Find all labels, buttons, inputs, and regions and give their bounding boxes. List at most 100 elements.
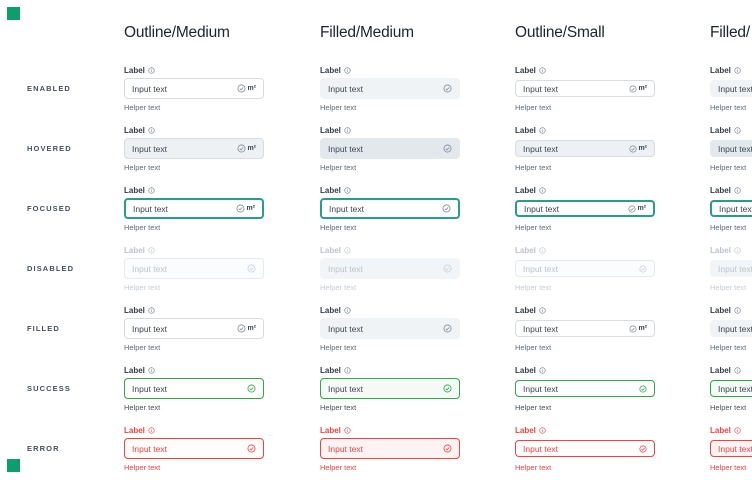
field-label-text: Label	[710, 426, 731, 435]
text-input[interactable]: Input text	[710, 140, 752, 157]
check-circle-icon	[237, 324, 246, 333]
text-input[interactable]: Input text	[710, 440, 752, 457]
field-label: Label	[124, 66, 155, 75]
field-label-text: Label	[515, 66, 536, 75]
text-input[interactable]: Input text m²	[515, 80, 655, 97]
helper-text: Helper text	[320, 403, 357, 412]
unit-suffix: m²	[638, 325, 647, 332]
input-value: Input text	[132, 323, 167, 334]
info-circle-icon	[734, 307, 741, 314]
text-input[interactable]: Input text	[320, 198, 460, 219]
row-state-label-enabled: ENABLED	[27, 84, 71, 93]
text-input[interactable]: Input text	[320, 438, 460, 459]
input-value: Input text	[328, 383, 363, 394]
field-label-text: Label	[515, 246, 536, 255]
canvas-marker-bottom	[7, 459, 20, 472]
input-value: Input text	[523, 323, 558, 334]
field-label: Label	[515, 186, 546, 195]
info-circle-icon	[148, 247, 155, 254]
text-input[interactable]: Input text	[320, 78, 460, 99]
info-circle-icon	[734, 367, 741, 374]
info-circle-icon	[539, 127, 546, 134]
unit-suffix: m²	[638, 145, 647, 152]
helper-text: Helper text	[124, 283, 161, 292]
field-label: Label	[320, 246, 351, 255]
input-value: Input text	[718, 383, 752, 394]
info-circle-icon	[539, 367, 546, 374]
text-input[interactable]: Input text	[124, 378, 264, 399]
text-input[interactable]: Input text	[124, 438, 264, 459]
helper-text: Helper text	[710, 163, 747, 172]
helper-text: Helper text	[515, 223, 552, 232]
field-label-text: Label	[710, 66, 731, 75]
text-input[interactable]: Input text	[320, 378, 460, 399]
row-state-label-filled: FILLED	[27, 324, 60, 333]
info-circle-icon	[344, 307, 351, 314]
column-title-filled-medium: Filled/Medium	[320, 24, 414, 41]
field-label: Label	[710, 66, 741, 75]
input-value: Input text	[132, 443, 167, 454]
text-input[interactable]: Input text m²	[124, 198, 264, 219]
text-input[interactable]: Input text	[710, 260, 752, 277]
unit-suffix: m²	[247, 145, 256, 152]
text-input[interactable]: Input text m²	[515, 140, 655, 157]
check-circle-icon	[236, 204, 245, 213]
input-value: Input text	[132, 143, 167, 154]
text-input[interactable]: Input text m²	[515, 200, 655, 217]
input-value: Input text	[328, 83, 363, 94]
helper-text: Helper text	[515, 463, 552, 472]
text-input[interactable]: Input text	[320, 138, 460, 159]
check-circle-icon	[237, 84, 246, 93]
text-input[interactable]: Input text m²	[124, 78, 264, 99]
text-input[interactable]: Input text	[320, 258, 460, 279]
text-input[interactable]: Input text	[124, 258, 264, 279]
field-label: Label	[124, 366, 155, 375]
text-input[interactable]: Input text m²	[124, 138, 264, 159]
check-circle-icon	[443, 384, 452, 393]
row-state-label-focused: FOCUSED	[27, 204, 72, 213]
info-circle-icon	[539, 187, 546, 194]
field-label-text: Label	[124, 186, 145, 195]
info-circle-icon	[539, 307, 546, 314]
input-value: Input text	[523, 263, 558, 274]
helper-text: Helper text	[124, 403, 161, 412]
field-label: Label	[515, 66, 546, 75]
text-input[interactable]: Input text	[710, 200, 752, 217]
field-label: Label	[124, 426, 155, 435]
info-circle-icon	[734, 127, 741, 134]
text-input[interactable]: Input text m²	[515, 320, 655, 337]
text-input[interactable]: Input text	[320, 318, 460, 339]
check-circle-icon	[443, 264, 452, 273]
input-value: Input text	[328, 143, 363, 154]
text-input[interactable]: Input text	[710, 320, 752, 337]
text-input[interactable]: Input text	[515, 440, 655, 457]
field-label-text: Label	[124, 126, 145, 135]
input-value: Input text	[718, 323, 752, 334]
input-value: Input text	[523, 443, 558, 454]
helper-text: Helper text	[515, 163, 552, 172]
info-circle-icon	[344, 67, 351, 74]
text-input[interactable]: Input text	[710, 380, 752, 397]
helper-text: Helper text	[710, 283, 747, 292]
field-label: Label	[710, 306, 741, 315]
info-circle-icon	[734, 247, 741, 254]
field-label: Label	[320, 66, 351, 75]
text-input[interactable]: Input text m²	[124, 318, 264, 339]
check-circle-icon	[443, 444, 452, 453]
helper-text: Helper text	[710, 463, 747, 472]
text-input[interactable]: Input text	[515, 380, 655, 397]
field-label-text: Label	[320, 366, 341, 375]
field-label: Label	[124, 306, 155, 315]
field-label: Label	[710, 126, 741, 135]
field-label: Label	[515, 366, 546, 375]
field-label-text: Label	[320, 66, 341, 75]
row-state-label-error: ERROR	[27, 444, 60, 453]
field-label: Label	[515, 426, 546, 435]
field-label-text: Label	[124, 66, 145, 75]
field-label-text: Label	[515, 306, 536, 315]
text-input[interactable]: Input text	[710, 80, 752, 97]
field-label-text: Label	[710, 186, 731, 195]
helper-text: Helper text	[124, 343, 161, 352]
text-input[interactable]: Input text	[515, 260, 655, 277]
unit-suffix: m²	[637, 205, 646, 212]
